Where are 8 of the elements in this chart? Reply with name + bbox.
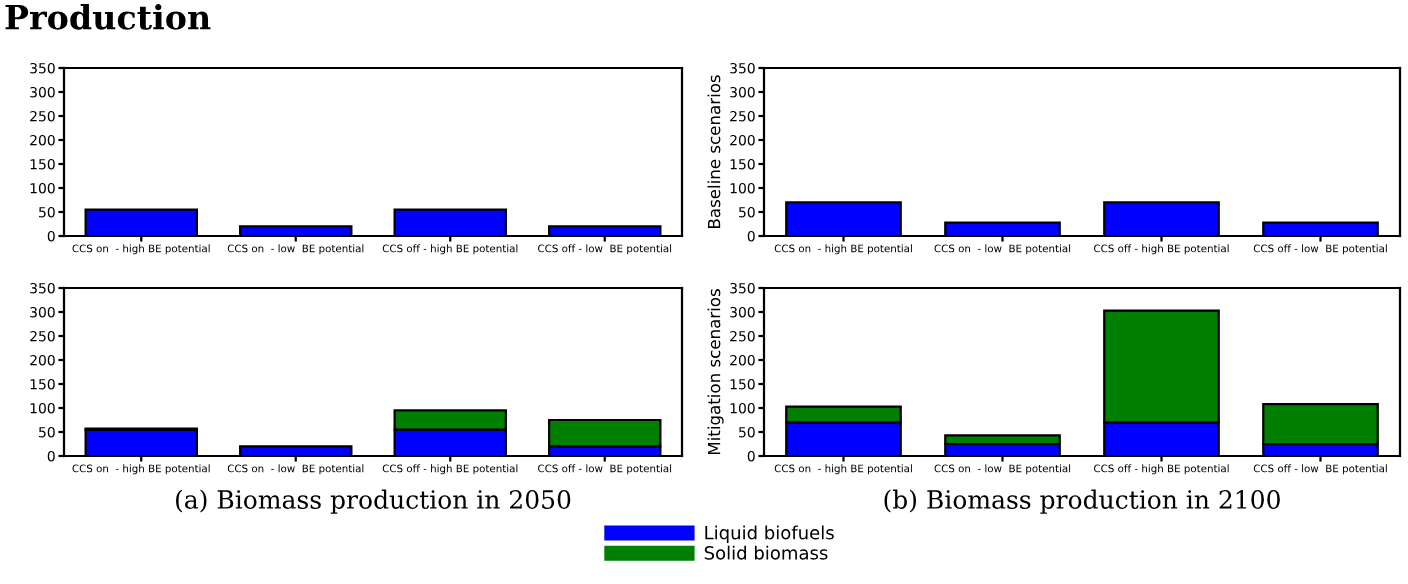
legend-label: Liquid biofuels [705,525,834,543]
text: (a) Biomass production in 2050 [176,489,571,514]
bar [548,418,662,448]
legend-label: Solid biomass [704,545,828,560]
chart-title: Production [5,4,211,30]
text: (b) Biomass production in 2100 [884,489,1280,514]
y-axis-title: Mitigation scenarios [707,289,724,455]
y-axis-title: Baseline scenarios [707,75,721,228]
